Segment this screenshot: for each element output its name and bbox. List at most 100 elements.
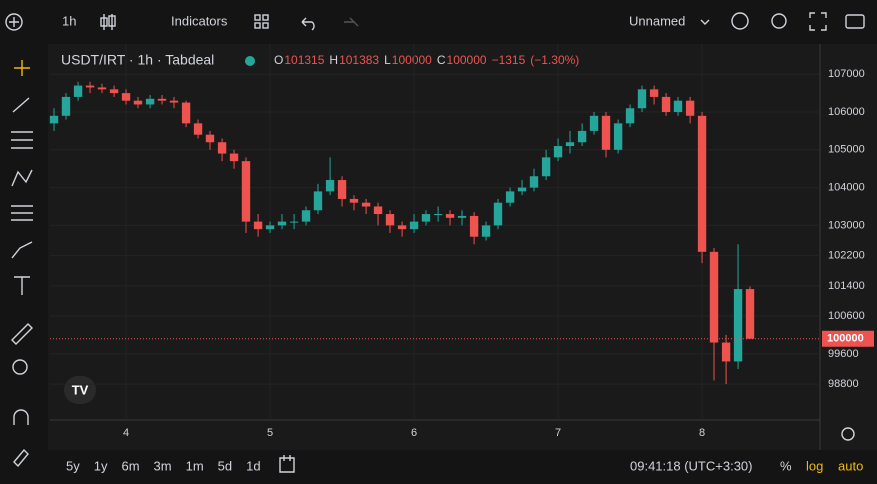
add-icon bbox=[9, 17, 19, 27]
candle-body bbox=[229, 153, 239, 162]
candle-body bbox=[169, 100, 179, 103]
templates-icon bbox=[262, 22, 269, 29]
ohlc-change: −1315 bbox=[492, 53, 526, 67]
date-range-button[interactable] bbox=[279, 455, 295, 473]
forecast-tool[interactable] bbox=[11, 205, 33, 221]
log-toggle[interactable]: log bbox=[806, 458, 823, 473]
x-tick-label: 7 bbox=[555, 427, 561, 439]
candle-body bbox=[685, 100, 695, 116]
candle-body bbox=[709, 251, 719, 343]
candle-body bbox=[649, 89, 659, 97]
x-tick-label: 8 bbox=[699, 427, 705, 439]
range-button[interactable]: 5y bbox=[66, 458, 80, 473]
candle-body bbox=[481, 225, 491, 237]
x-tick-label: 6 bbox=[411, 427, 417, 439]
candle-body bbox=[493, 202, 503, 226]
candle-body bbox=[469, 215, 479, 237]
candle-body bbox=[445, 214, 455, 218]
candle-body bbox=[745, 289, 755, 339]
candle-icon bbox=[108, 15, 116, 27]
redo-button[interactable] bbox=[344, 17, 359, 27]
ohlc-key: L bbox=[384, 53, 391, 67]
text-tool[interactable] bbox=[14, 276, 30, 295]
candle-body bbox=[301, 210, 311, 222]
candle-body bbox=[217, 142, 227, 154]
magnet-tool[interactable] bbox=[13, 409, 29, 425]
bottom-bar bbox=[48, 450, 877, 484]
candle-body bbox=[205, 134, 215, 143]
tv-logo bbox=[64, 376, 96, 404]
candle-body bbox=[241, 161, 251, 222]
zoom-tool[interactable] bbox=[12, 359, 28, 375]
candle-body bbox=[157, 98, 167, 101]
fullscreen-button[interactable] bbox=[809, 12, 827, 31]
left-toolbar bbox=[0, 44, 48, 484]
candle-body bbox=[121, 93, 131, 101]
ohlc-key: O bbox=[274, 53, 283, 67]
candle-body bbox=[337, 180, 347, 199]
candle-body bbox=[553, 146, 563, 158]
range-button[interactable]: 1m bbox=[186, 458, 204, 473]
range-button[interactable]: 1y bbox=[94, 458, 108, 473]
pattern-tool[interactable] bbox=[11, 169, 33, 187]
candle-body bbox=[457, 215, 467, 218]
range-button[interactable]: 5d bbox=[218, 458, 232, 473]
candle-body bbox=[601, 115, 611, 150]
candle-body bbox=[385, 214, 395, 226]
ohlc-key: H bbox=[329, 53, 338, 67]
candle-body bbox=[505, 191, 515, 203]
layout-menu-button[interactable] bbox=[700, 19, 710, 25]
axis-settings-button[interactable] bbox=[841, 427, 855, 441]
measure-tool[interactable] bbox=[11, 323, 33, 345]
candle-body bbox=[265, 225, 275, 230]
candle-body bbox=[673, 100, 683, 113]
candle-body bbox=[517, 187, 527, 192]
templates-button[interactable] bbox=[254, 14, 261, 21]
candle-body bbox=[565, 142, 575, 147]
price-label-bg bbox=[822, 330, 874, 347]
crosshair-tool[interactable] bbox=[14, 60, 30, 76]
trendline-tool[interactable] bbox=[12, 97, 30, 113]
indicators-button[interactable]: Indicators bbox=[171, 13, 228, 28]
candle-body bbox=[529, 176, 539, 188]
candle-body bbox=[697, 115, 707, 252]
candle-body bbox=[409, 221, 419, 230]
y-tick-label: 107000 bbox=[828, 68, 865, 80]
symbol-title: USDT/IRT · 1h · Tabdeal bbox=[61, 52, 214, 68]
percent-toggle[interactable]: % bbox=[780, 458, 792, 473]
add-symbol-button[interactable] bbox=[5, 13, 23, 31]
candle-body bbox=[433, 214, 443, 216]
candle-body bbox=[289, 221, 299, 223]
brush-tool[interactable] bbox=[11, 241, 33, 259]
candle-body bbox=[133, 100, 143, 105]
settings-button[interactable] bbox=[771, 13, 787, 29]
fib-tool[interactable] bbox=[11, 131, 33, 149]
candle-body bbox=[421, 214, 431, 222]
candle-body bbox=[541, 157, 551, 177]
auto-toggle[interactable]: auto bbox=[838, 458, 863, 473]
candle-body bbox=[253, 221, 263, 230]
screenshot-button[interactable] bbox=[845, 14, 865, 29]
y-tick-label: 101400 bbox=[828, 280, 865, 292]
y-tick-label: 102200 bbox=[828, 250, 865, 262]
candle-body bbox=[373, 206, 383, 215]
lock-tool[interactable] bbox=[13, 448, 29, 468]
templates-icon bbox=[262, 14, 269, 21]
interval-button[interactable]: 1h bbox=[62, 13, 76, 28]
range-button[interactable]: 1d bbox=[246, 458, 260, 473]
x-tick-label: 5 bbox=[267, 427, 273, 439]
alert-button[interactable] bbox=[731, 12, 749, 30]
range-button[interactable]: 3m bbox=[154, 458, 172, 473]
candle-body bbox=[145, 98, 155, 105]
candle-body bbox=[613, 123, 623, 150]
candle-body bbox=[97, 87, 107, 90]
candle-body bbox=[277, 221, 287, 226]
candle-body bbox=[397, 225, 407, 230]
clock: 09:41:18 (UTC+3:30) bbox=[630, 458, 752, 473]
undo-button[interactable] bbox=[301, 17, 315, 31]
range-button[interactable]: 6m bbox=[121, 458, 139, 473]
layout-name[interactable]: Unnamed bbox=[629, 13, 685, 28]
candle-body bbox=[637, 89, 647, 109]
y-tick-label: 98800 bbox=[828, 378, 859, 390]
